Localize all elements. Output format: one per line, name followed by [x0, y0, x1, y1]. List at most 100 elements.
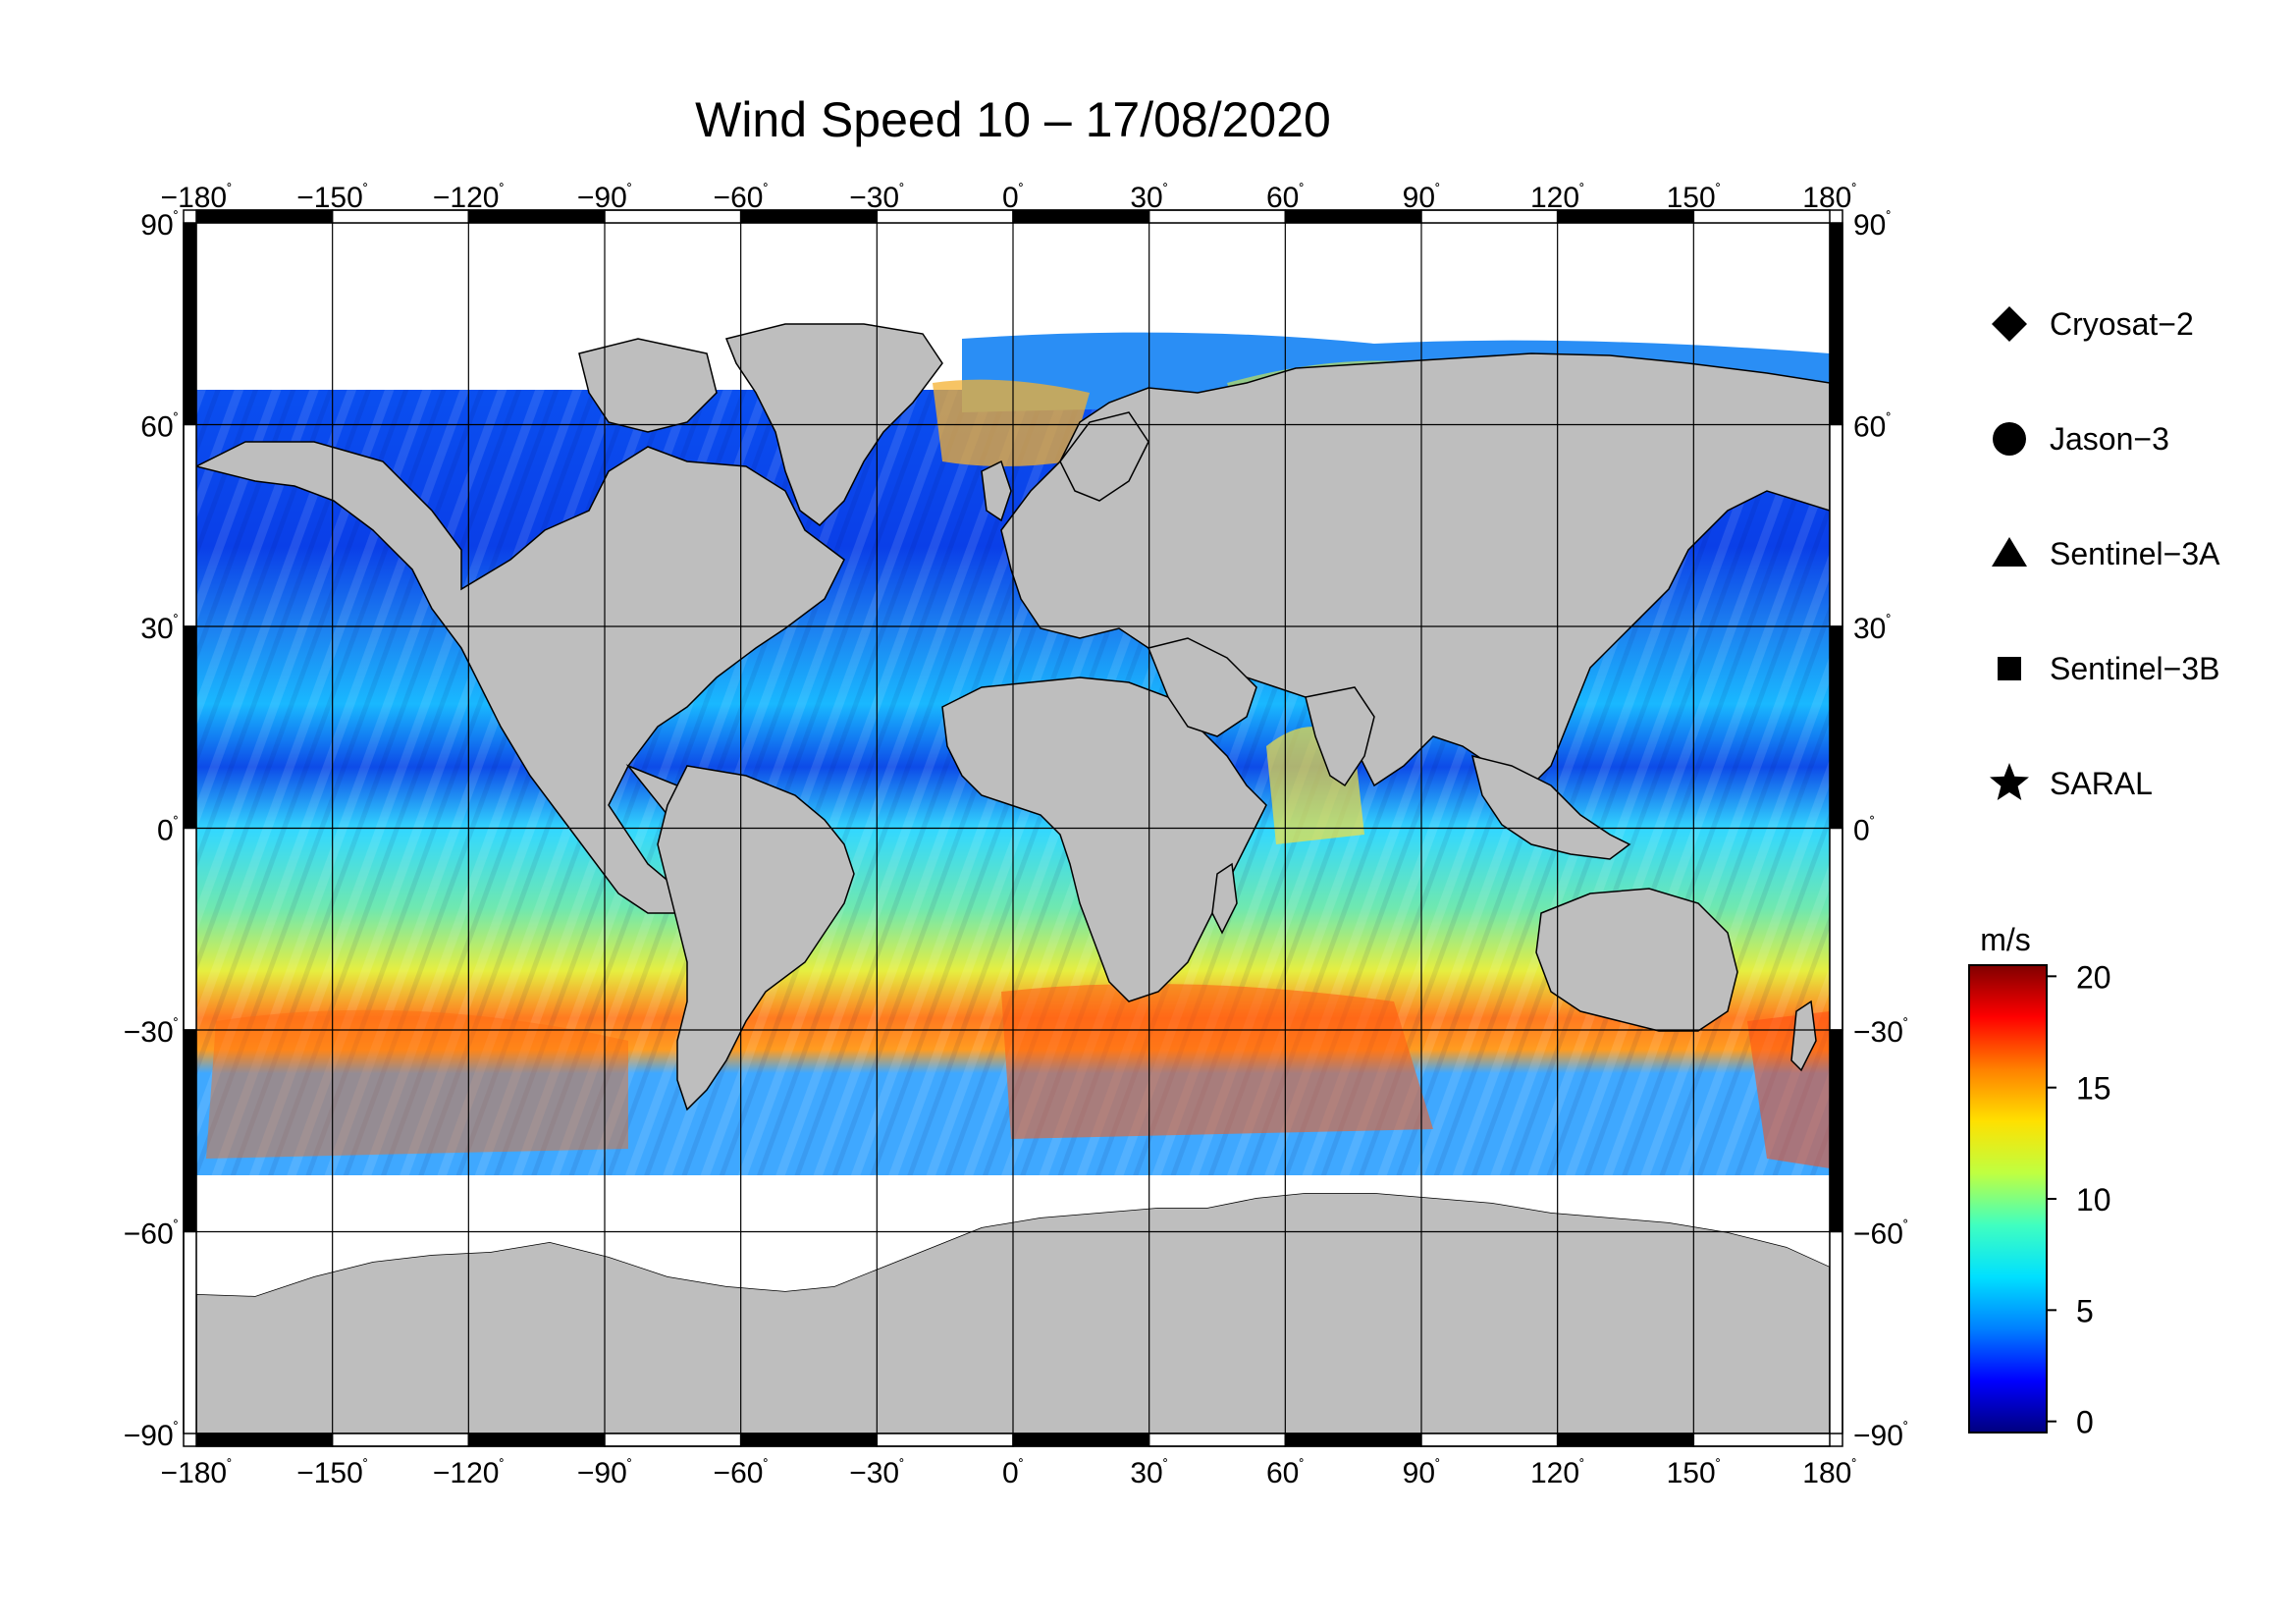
legend-label: Sentinel−3B — [2050, 651, 2219, 686]
land-africa — [941, 676, 1267, 1002]
frame-segment-right — [1829, 1029, 1843, 1233]
frame-segment-right — [1829, 625, 1843, 830]
latitude-tick-label: 0˚ — [157, 815, 179, 847]
frame-segment-right — [1829, 1230, 1843, 1434]
longitude-tick-label: 180˚ — [1802, 182, 1856, 214]
latitude-tick-label: −90˚ — [1853, 1420, 1908, 1452]
legend-item: Sentinel−3B — [1998, 651, 2219, 686]
latitude-tick-label: 0˚ — [1853, 815, 1875, 847]
frame-segment-left — [183, 827, 197, 1031]
land-southeast-asia — [1470, 754, 1631, 860]
frame-segment-left — [183, 625, 197, 830]
longitude-tick-label: 60˚ — [1266, 182, 1305, 214]
latitude-tick-label: −30˚ — [124, 1016, 179, 1049]
frame-segment-bottom — [195, 1433, 334, 1447]
longitude-tick-label: 120˚ — [1530, 182, 1584, 214]
frame-segment-left — [183, 1230, 197, 1434]
frame-segment-left — [183, 423, 197, 627]
colorbar-tick-label: 0 — [2076, 1405, 2094, 1440]
longitude-tick-label: −120˚ — [433, 182, 505, 214]
colorbar-tick-label: 20 — [2076, 959, 2111, 995]
latitude-tick-label: 30˚ — [140, 613, 179, 645]
circle-icon — [1993, 422, 2026, 456]
latitude-tick-label: 60˚ — [140, 411, 179, 444]
frame-segment-bottom — [876, 1433, 1014, 1447]
colorbar-unit-label: m/s — [1980, 922, 2031, 957]
land-india — [1305, 686, 1375, 787]
square-icon — [1998, 657, 2021, 680]
colorbar-tick-label: 5 — [2076, 1293, 2094, 1328]
latitude-tick-label: −60˚ — [124, 1218, 179, 1251]
longitude-tick-label: −30˚ — [849, 1457, 904, 1489]
longitude-tick-label: 150˚ — [1667, 182, 1721, 214]
frame-segment-top — [1284, 209, 1422, 224]
latitude-tick-label: −90˚ — [124, 1420, 179, 1452]
longitude-tick-label: 120˚ — [1530, 1457, 1584, 1489]
legend-label: Jason−3 — [2050, 421, 2169, 457]
longitude-tick-label: −30˚ — [849, 182, 904, 214]
legend-label: SARAL — [2050, 766, 2153, 801]
longitude-tick-label: 0˚ — [1002, 1457, 1024, 1489]
longitude-tick-label: 150˚ — [1667, 1457, 1721, 1489]
land-south-america — [657, 765, 855, 1111]
frame-segment-right — [1829, 827, 1843, 1031]
satellite-legend: Cryosat−2 Jason−3 Sentinel−3A Sentinel−3B SA… — [1990, 306, 2220, 801]
longitude-tick-label: 30˚ — [1130, 1457, 1168, 1489]
latitude-tick-label: −30˚ — [1853, 1016, 1908, 1049]
frame-segment-bottom — [467, 1433, 606, 1447]
land-new-zealand — [1790, 1000, 1817, 1072]
frame-segment-bottom — [331, 1433, 470, 1447]
latitude-tick-label: 90˚ — [1853, 209, 1892, 242]
latitude-labels-left: 90˚ 60˚ 30˚ 0˚ −30˚ −60˚ −90˚ — [124, 209, 179, 1452]
legend-item: SARAL — [1990, 763, 2153, 801]
latitude-tick-label: 60˚ — [1853, 411, 1892, 444]
land-north-america — [196, 441, 845, 914]
latitude-tick-label: 30˚ — [1853, 613, 1892, 645]
colorbar-gradient — [1968, 964, 2048, 1434]
land-australia — [1535, 888, 1738, 1032]
land-madagascar — [1211, 862, 1238, 935]
frame-segment-bottom — [739, 1433, 879, 1447]
legend-item: Sentinel−3A — [1992, 536, 2220, 571]
frame-segment-bottom — [1284, 1433, 1422, 1447]
longitude-tick-label: −60˚ — [714, 182, 769, 214]
legend-label: Cryosat−2 — [2050, 306, 2194, 342]
latitude-labels-right: 90˚ 60˚ 30˚ 0˚ −30˚ −60˚ −90˚ — [1853, 209, 1908, 1452]
map-frame — [183, 209, 1843, 1447]
longitude-labels-top: −180˚ −150˚ −120˚ −90˚ −60˚ −30˚ 0˚ 30˚ 60˚ 90˚ 12… — [161, 182, 1857, 214]
colorbar-tick-label: 15 — [2076, 1071, 2111, 1107]
latitude-tick-label: 90˚ — [140, 209, 179, 242]
frame-segment-bottom — [1148, 1433, 1287, 1447]
wind-field-norwegian-sea — [933, 379, 1090, 466]
longitude-labels-bottom: −180˚ −150˚ −120˚ −90˚ −60˚ −30˚ 0˚ 30˚ 60˚ 90˚ 12… — [161, 1457, 1857, 1489]
longitude-tick-label: −180˚ — [161, 1457, 233, 1489]
latitude-tick-label: −60˚ — [1853, 1218, 1908, 1251]
frame-segment-right — [1829, 423, 1843, 627]
frame-segment-right — [1829, 222, 1843, 426]
star-icon — [1990, 763, 2029, 800]
frame-segment-left — [183, 1029, 197, 1233]
frame-outline — [183, 209, 1843, 1447]
land-uk — [981, 460, 1012, 522]
frame-segment-bottom — [1012, 1433, 1150, 1447]
frame-segment-bottom — [1692, 1433, 1831, 1447]
colorbar: m/s 0 5 10 15 20 — [1968, 922, 2111, 1440]
land-scandinavia — [1059, 411, 1149, 502]
longitude-tick-label: 90˚ — [1403, 1457, 1441, 1489]
frame-segment-top — [1012, 209, 1150, 224]
chart-title: Wind Speed 10 – 17/08/2020 — [695, 92, 1331, 147]
legend-item: Cryosat−2 — [1992, 306, 2194, 342]
frame-segment-top — [1148, 209, 1287, 224]
longitude-tick-label: −60˚ — [714, 1457, 769, 1489]
wind-field-southern-ocean-high — [1001, 984, 1433, 1139]
longitude-tick-label: −150˚ — [296, 1457, 368, 1489]
diamond-icon — [1992, 306, 2027, 342]
longitude-tick-label: −90˚ — [577, 182, 632, 214]
longitude-tick-label: 90˚ — [1403, 182, 1441, 214]
longitude-tick-label: 30˚ — [1130, 182, 1168, 214]
frame-segment-bottom — [1556, 1433, 1695, 1447]
frame-segment-bottom — [604, 1433, 742, 1447]
longitude-tick-label: −180˚ — [161, 182, 233, 214]
longitude-tick-label: −150˚ — [296, 182, 368, 214]
legend-item: Jason−3 — [1993, 421, 2169, 457]
